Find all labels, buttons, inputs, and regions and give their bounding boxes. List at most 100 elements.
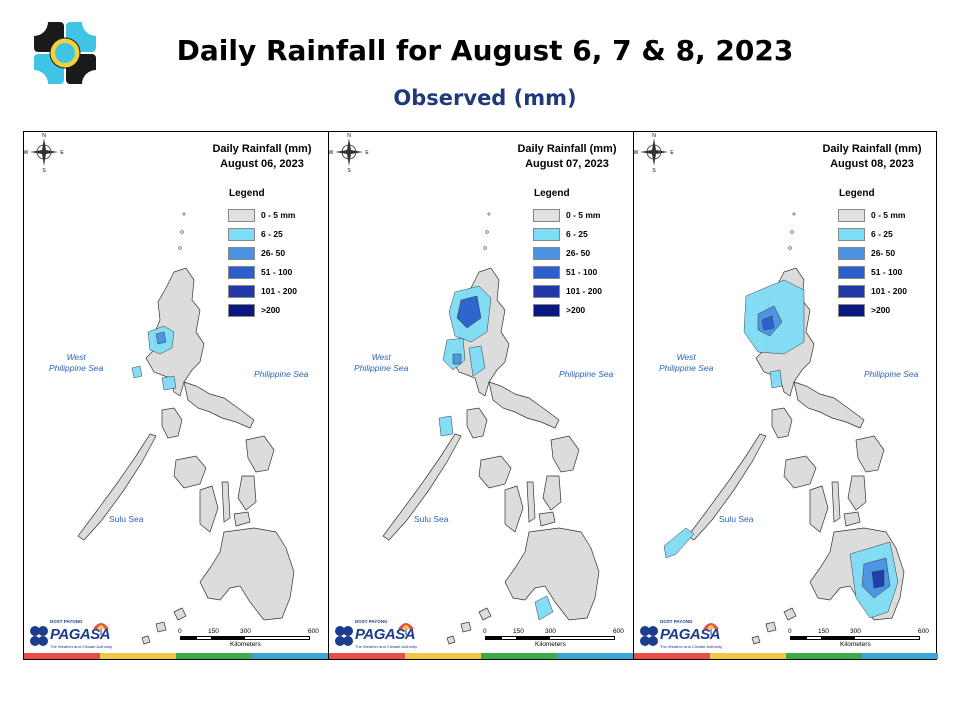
page-title: Daily Rainfall for August 6, 7 & 8, 2023 (176, 34, 794, 67)
rainfall-zone (468, 345, 486, 377)
island-shape (173, 607, 187, 621)
legend-label: 0 - 5 mm (871, 210, 906, 220)
pagasa-slogan: The Weather and Climate Authority (355, 644, 418, 649)
legend-swatch (838, 266, 865, 279)
island-shape (460, 621, 472, 633)
island-shape (145, 267, 205, 397)
page-subtitle: Observed (mm) (393, 86, 577, 110)
island-shape (751, 635, 761, 645)
island-shape (173, 455, 207, 489)
sea-label-sulu: Sulu Sea (109, 514, 144, 524)
sea-label-east: Philippine Sea (559, 369, 614, 379)
legend-label: 6 - 25 (566, 229, 588, 239)
island-shape (843, 511, 861, 527)
legend-swatch (228, 247, 255, 260)
svg-text:E: E (365, 150, 369, 156)
rainfall-map-aug07: N S W E Daily Rainfall (mm) August 07, 20… (329, 132, 634, 659)
island-shape (161, 407, 183, 439)
legend-swatch (533, 228, 560, 241)
legend-label: 101 - 200 (566, 286, 602, 296)
svg-text:W: W (24, 150, 29, 156)
pagasa-logo: DOST PAYONG PAGASA The Weather and Clima… (333, 618, 423, 652)
legend-label: >200 (566, 305, 586, 315)
map-frame: N S W E Daily Rainfall (mm) August 06, 20… (23, 131, 938, 660)
legend-swatch (228, 285, 255, 298)
scale-tick: 150 (818, 628, 829, 635)
compass-rose-icon: N S W E (24, 133, 64, 172)
island-shape (831, 481, 841, 523)
legend-label: 51 - 100 (566, 267, 598, 277)
island-shape (538, 511, 556, 527)
legend-swatch (838, 247, 865, 260)
umbrella-icon (703, 623, 719, 635)
island-shape (504, 485, 524, 533)
island-shape (155, 621, 167, 633)
island-shape (783, 607, 797, 621)
scale-tick: 600 (918, 628, 929, 635)
legend-heading: Legend (839, 188, 875, 199)
rainfall-zone (438, 415, 454, 437)
island-shape (847, 475, 867, 511)
island-shape (77, 433, 157, 541)
legend-swatch (533, 209, 560, 222)
rainfall-zone (161, 375, 177, 391)
svg-text:E: E (60, 150, 64, 156)
scale-tick: 600 (613, 628, 624, 635)
rainfall-zone (769, 369, 783, 389)
rainfall-zone (155, 331, 167, 345)
legend-label: 26- 50 (566, 248, 591, 258)
legend-label: >200 (871, 305, 891, 315)
svg-text:S: S (347, 168, 351, 172)
scale-bar: 0 150 300 600 Kilometers (178, 628, 319, 649)
compass-rose-icon: N S W E (329, 133, 369, 172)
pagasa-logo: DOST PAYONG PAGASA The Weather and Clima… (28, 618, 118, 652)
scale-tick: 0 (483, 628, 487, 635)
philippines-map (663, 212, 905, 645)
pagasa-emblem-icon (30, 626, 48, 646)
legend-swatch (838, 285, 865, 298)
pagasa-prefix: DOST PAYONG (660, 619, 693, 624)
island-shape (237, 475, 257, 511)
scale-bar: 0 150 300 600 Kilometers (483, 628, 624, 649)
pagasa-name: PAGASA (660, 626, 721, 643)
legend-swatch (838, 228, 865, 241)
pagasa-prefix: DOST PAYONG (50, 619, 83, 624)
scale-unit: Kilometers (840, 641, 871, 648)
legend-swatch (228, 209, 255, 222)
island-shape (783, 455, 817, 489)
color-strip (329, 653, 633, 659)
legend-swatch (228, 228, 255, 241)
legend-label: 101 - 200 (261, 286, 297, 296)
pagasa-slogan: The Weather and Climate Authority (50, 644, 113, 649)
legend-swatch (228, 266, 255, 279)
rainfall-zone (456, 295, 482, 329)
pagasa-name: PAGASA (50, 626, 111, 643)
island-shape (855, 435, 885, 473)
svg-text:N: N (652, 133, 656, 139)
panel-heading: Daily Rainfall (mm) (822, 143, 922, 155)
legend-swatch (228, 304, 255, 317)
svg-text:S: S (42, 168, 46, 172)
legend-swatch (533, 247, 560, 260)
legend-swatch (533, 304, 560, 317)
philippines-map (382, 212, 600, 645)
scale-unit: Kilometers (230, 641, 261, 648)
legend-swatch (838, 304, 865, 317)
island-shape (199, 527, 295, 621)
island-shape (478, 455, 512, 489)
panel-date: August 06, 2023 (220, 158, 304, 170)
svg-text:N: N (42, 133, 46, 139)
island-shape (382, 433, 462, 541)
island-shape (446, 635, 456, 645)
pagasa-prefix: DOST PAYONG (355, 619, 388, 624)
svg-text:W: W (329, 150, 334, 156)
pagasa-name: PAGASA (355, 626, 416, 643)
sea-label-east: Philippine Sea (254, 369, 309, 379)
island-shape (183, 381, 255, 429)
legend-heading: Legend (229, 188, 265, 199)
island-shape (687, 433, 767, 541)
rainfall-map-aug06: N S W E Daily Rainfall (mm) August 06, 20… (24, 132, 329, 659)
island-shape (771, 407, 793, 439)
rainfall-zone (452, 353, 462, 365)
sea-label-west: West Philippine Sea (659, 352, 714, 373)
